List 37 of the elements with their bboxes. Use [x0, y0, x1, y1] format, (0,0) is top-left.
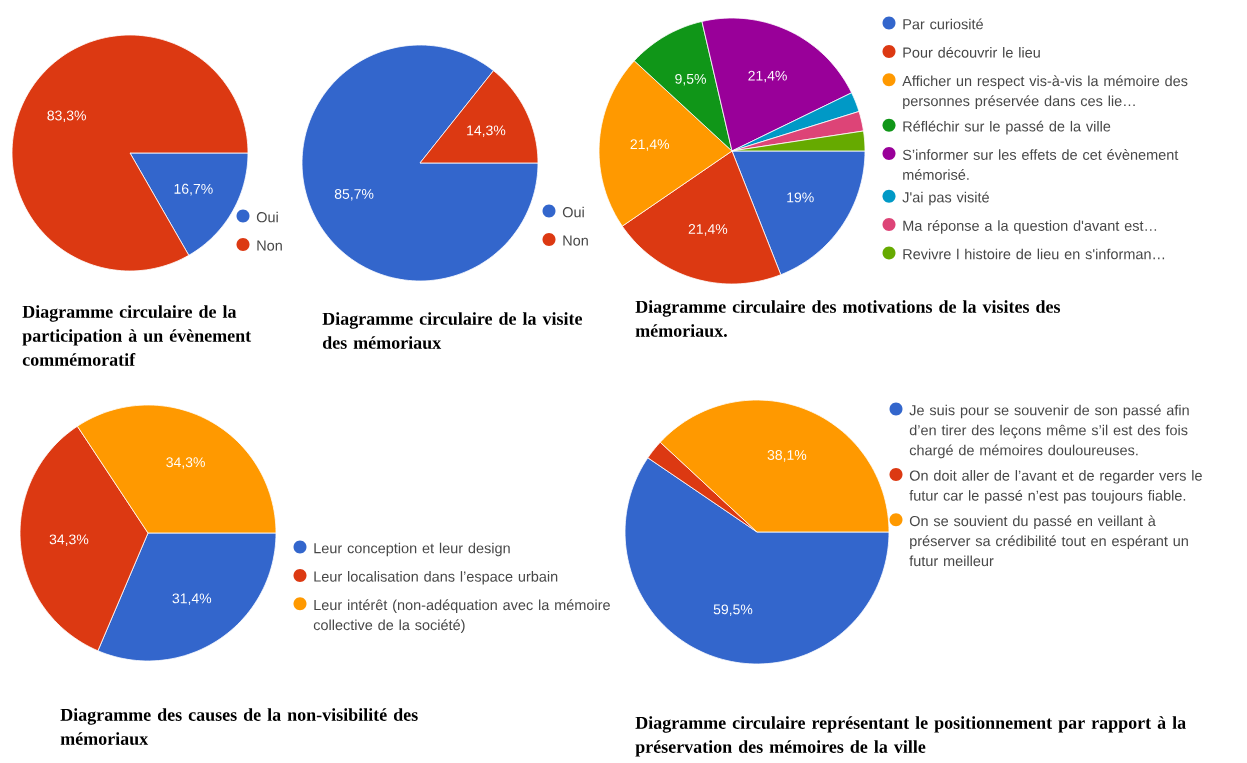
data-label: 85,7% [334, 188, 374, 201]
data-label: 21,4% [630, 139, 670, 151]
data-label: 21,4% [748, 70, 787, 83]
data-label: 21,4% [688, 224, 728, 236]
legend-label: Par curiosité [903, 18, 983, 30]
data-label: 38,1% [767, 450, 807, 462]
legend-label: Non [563, 235, 588, 246]
legend-label: Revivre l histoire de lieu en s'informan… [903, 248, 1165, 260]
data-label: 59,5% [713, 604, 753, 616]
text: Diagramme circulaire de la visite des mémoriaux [322, 312, 583, 349]
data-label: 83,3% [47, 110, 86, 123]
legend-label: On se souvient du passé en veillant à préserver sa crédibilité tout en espérant un futur meilleur [909, 515, 1188, 567]
data-label: 14,3% [467, 125, 506, 137]
data-label: 34,3% [166, 457, 205, 469]
legend-label: Leur conception et leur design [314, 542, 510, 557]
legend-label: Pour découvrir le lieu [903, 46, 1040, 58]
data-label: 16,7% [174, 183, 213, 196]
legend-label: Ma réponse a la question d'avant est… [903, 220, 1157, 234]
text: Diagramme circulaire de la participation à un évènement commémoratif [22, 305, 252, 366]
legend-label: Oui [256, 211, 278, 223]
text: Diagramme circulaire représentant le positionnement par rapport à la préservation des mémoires de la ville [635, 716, 1186, 757]
data-label: 9,5% [675, 73, 706, 86]
data-label: 19% [787, 192, 814, 203]
legend-label: S’informer sur les effets de cet évènement mémorisé. [902, 149, 1179, 180]
legend-label: Je suis pour se souvenir de son passé afin d’en tirer des leçons même s’il est des fois chargé de mémoires douloureuses. [909, 404, 1189, 459]
legend-label: J'ai pas visité [902, 191, 989, 206]
legend-label: Afficher un respect vis-à-vis la mémoire des personnes préservée dans ces lie… [902, 75, 1188, 109]
text: Diagramme circulaire des motivations de la visites des mémoriaux. [635, 300, 1061, 337]
legend-label: Leur intérêt (non-adéquation avec la mémoire collective de la société) [313, 599, 610, 634]
data-label: 34,3% [49, 534, 89, 546]
legend-label: Leur localisation dans l’espace urbain [314, 571, 558, 585]
legend-label: Non [257, 240, 282, 251]
text: Diagramme des causes de la non-visibilité des mémoriaux [60, 708, 418, 745]
data-label: 31,4% [172, 593, 212, 605]
legend-label: On doit aller de l’avant et de regarder vers le futur car le passé n’est pas toujours fiable. [909, 470, 1202, 504]
legend-label: Oui [562, 206, 584, 218]
legend-label: Réfléchir sur le passé de la ville [903, 120, 1111, 135]
